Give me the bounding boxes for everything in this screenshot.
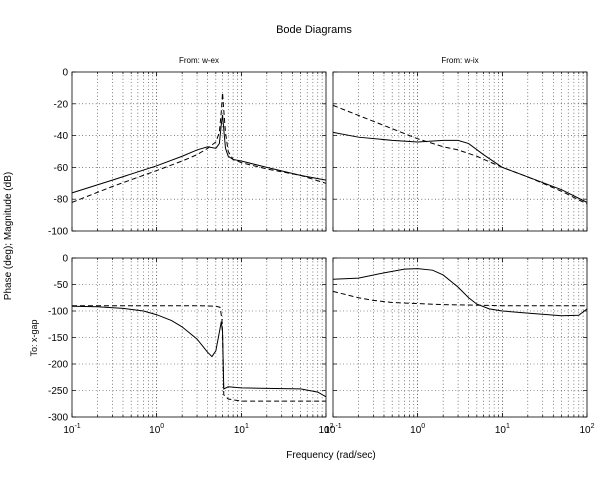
x-tick-base: 10 [234, 425, 246, 436]
y-tick-label: -80 [54, 195, 69, 206]
series-line-solid [332, 268, 588, 317]
column-title-w-ix: From: w-ix [441, 56, 478, 65]
y-axis-label: Phase (deg); Magnitude (dB) [3, 172, 14, 300]
x-tick-exponent: 2 [591, 423, 595, 430]
y-tick-label: -50 [54, 280, 69, 291]
panel-frame [332, 71, 588, 232]
y-tick-label: -300 [48, 413, 68, 424]
x-tick-base: 10 [63, 425, 75, 436]
x-tick-label: 102 [318, 423, 333, 436]
x-tick-label: 101 [234, 423, 249, 436]
x-tick-label: 10-1 [63, 423, 80, 436]
panel-frame [332, 257, 588, 418]
x-tick-base: 10 [410, 425, 422, 436]
x-tick-exponent: 2 [330, 423, 334, 430]
x-tick-exponent: 0 [421, 423, 425, 430]
y-tick-label: -200 [48, 360, 68, 371]
panel-frame [71, 257, 327, 418]
x-tick-base: 10 [495, 425, 507, 436]
panel-magnitude-w-ex: 0 -20 -40 -60 -80 -100 [48, 68, 327, 238]
series-line-solid [71, 305, 327, 398]
panel-frame [71, 71, 327, 232]
x-tick-label: 10-1 [324, 423, 341, 436]
y-tick-label: -40 [54, 131, 69, 142]
x-tick-base: 10 [579, 425, 591, 436]
column-title-w-ex: From: w-ex [179, 56, 219, 65]
y-tick-label: -150 [48, 333, 68, 344]
y-tick-label: -100 [48, 307, 68, 318]
panel-magnitude-w-ix [332, 71, 588, 232]
x-tick-label: 101 [495, 423, 510, 436]
chart-title: Bode Diagrams [276, 24, 352, 36]
x-tick-exponent: 1 [245, 423, 249, 430]
x-tick-base: 10 [149, 425, 161, 436]
y-tick-label: -60 [54, 163, 69, 174]
y-tick-label: 0 [62, 68, 68, 79]
y-tick-label: -100 [48, 227, 68, 238]
series-line-dashed [72, 305, 326, 402]
y-tick-label: -20 [54, 99, 69, 110]
y-tick-label: -250 [48, 386, 68, 397]
series-line-dashed [332, 104, 588, 205]
x-tick-base: 10 [324, 425, 336, 436]
plot-panels: 0-20-40-60-80-1000-50-100-150-200-250-30… [48, 68, 595, 437]
x-tick-exponent: 1 [506, 423, 510, 430]
series-line-solid [332, 131, 588, 203]
x-tick-exponent: -1 [335, 423, 341, 430]
x-tick-exponent: 0 [160, 423, 164, 430]
series-line-dashed [71, 92, 327, 203]
x-axis-label: Frequency (rad/sec) [286, 450, 375, 461]
x-tick-label: 100 [149, 423, 164, 436]
series-line-solid [71, 114, 327, 194]
row-label: To: x-gap [29, 319, 39, 356]
x-tick-exponent: -1 [74, 423, 80, 430]
x-tick-base: 10 [318, 425, 330, 436]
x-tick-label: 100 [410, 423, 425, 436]
x-tick-label: 102 [579, 423, 594, 436]
panel-phase-w-ix: 10-1 100 101 102 [324, 257, 595, 436]
y-tick-label: 0 [62, 254, 68, 265]
series-line-dashed [332, 290, 587, 307]
